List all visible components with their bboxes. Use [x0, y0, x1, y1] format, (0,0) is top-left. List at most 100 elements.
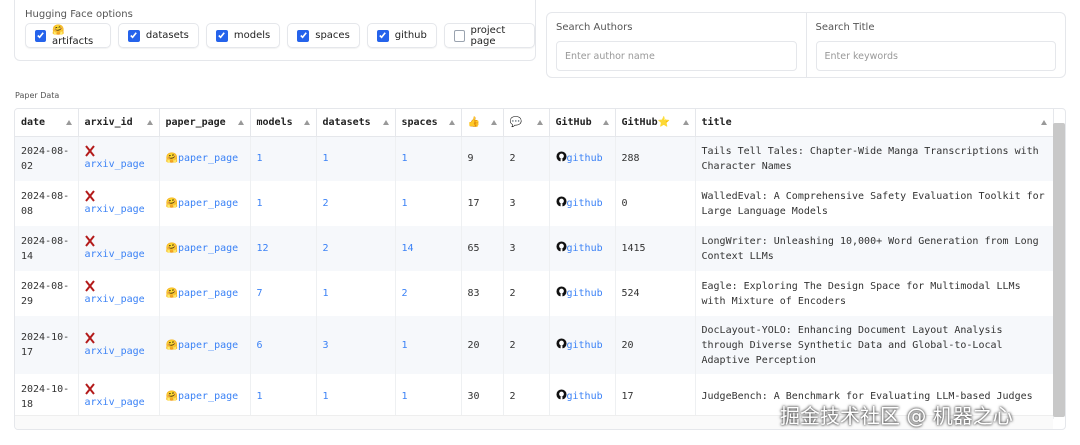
- cell-text: 20: [467, 339, 480, 351]
- sort-arrow[interactable]: [602, 120, 609, 125]
- cell-link[interactable]: 6: [256, 339, 263, 351]
- sort-arrow[interactable]: [65, 120, 72, 125]
- cell-link[interactable]: 1: [401, 153, 408, 165]
- h-scrollbar[interactable]: [15, 415, 1053, 429]
- sort-arrow[interactable]: [237, 120, 244, 125]
- table-cell: github: [549, 136, 616, 181]
- checkbox[interactable]: [215, 29, 228, 42]
- column-header[interactable]: GitHub: [549, 109, 616, 137]
- sort-arrow[interactable]: [146, 120, 153, 125]
- cell-link[interactable]: 🤗paper_page: [165, 243, 239, 254]
- sort-arrow[interactable]: [490, 120, 497, 125]
- cell-link[interactable]: 1: [322, 153, 329, 165]
- sort-arrow[interactable]: [682, 120, 689, 125]
- column-header[interactable]: date: [15, 109, 79, 137]
- cell-link[interactable]: arxiv_page: [84, 204, 145, 215]
- filter-option[interactable]: spaces: [287, 23, 360, 48]
- search-title: Search Title Enter keywords: [807, 13, 1066, 77]
- cell-link[interactable]: 1: [401, 391, 408, 402]
- column-header[interactable]: 👍: [461, 109, 504, 137]
- cell-link[interactable]: 14: [401, 243, 414, 254]
- table-row: 2024-08-14 arxiv_page 🤗paper_page 12 2 14 65 3 g…: [15, 226, 1054, 271]
- table-cell: WalledEval: A Comprehensive Safety Evalu…: [695, 181, 1054, 226]
- filter-option[interactable]: datasets: [117, 23, 199, 48]
- table-cell: 6: [250, 316, 317, 374]
- sort-arrow[interactable]: [1040, 120, 1047, 125]
- column-header[interactable]: spaces: [395, 109, 462, 137]
- cell-link[interactable]: 1: [401, 339, 408, 351]
- cell-link[interactable]: 1: [322, 288, 329, 299]
- column-header[interactable]: arxiv_id: [78, 109, 160, 137]
- table-cell: 🤗paper_page: [159, 374, 251, 419]
- cell-link[interactable]: arxiv_page: [84, 345, 145, 357]
- sort-arrow[interactable]: [303, 120, 310, 125]
- cell-link[interactable]: arxiv_page: [84, 249, 145, 260]
- cell-text: 2: [509, 391, 516, 402]
- header-text: 💬: [509, 116, 522, 128]
- sort-arrow[interactable]: [382, 120, 389, 125]
- table-cell: 3: [316, 316, 396, 374]
- cell-link[interactable]: arxiv_page: [84, 159, 145, 171]
- filter-option[interactable]: github: [366, 23, 437, 48]
- cell-text: Eagle: Exploring The Design Space for Mu…: [701, 280, 1021, 307]
- filter-option[interactable]: project page: [443, 23, 535, 48]
- cell-link[interactable]: 2: [322, 243, 329, 254]
- table-cell: github: [549, 271, 616, 316]
- cell-link[interactable]: github: [566, 288, 603, 299]
- cell-link[interactable]: github: [566, 153, 603, 165]
- scrollbar[interactable]: [1053, 123, 1065, 417]
- column-header[interactable]: 💬: [503, 109, 550, 137]
- cell-link[interactable]: github: [566, 198, 603, 209]
- cell-link[interactable]: 🤗paper_page: [165, 198, 239, 209]
- table-cell: JudgeBench: A Benchmark for Evaluating L…: [695, 374, 1054, 419]
- cell-link[interactable]: 1: [256, 198, 263, 209]
- cell-text: 2: [509, 339, 516, 351]
- checkbox[interactable]: [127, 29, 140, 42]
- cell-link[interactable]: arxiv_page: [84, 294, 145, 305]
- cell-link[interactable]: 🤗paper_page: [165, 288, 239, 299]
- filter-option[interactable]: 🤗 artifacts: [25, 23, 111, 48]
- header-text: models: [256, 116, 293, 128]
- column-header[interactable]: models: [250, 109, 317, 137]
- cell-link[interactable]: 1: [256, 153, 263, 165]
- cell-link[interactable]: 1: [401, 198, 408, 209]
- data-table: date arxiv_id paper_page models datasets spac…: [14, 108, 1066, 430]
- arxiv-icon: [84, 280, 153, 292]
- cell-link[interactable]: 3: [322, 339, 329, 351]
- cell-link[interactable]: 🤗paper_page: [165, 391, 239, 402]
- checkbox[interactable]: [453, 29, 465, 42]
- column-header[interactable]: datasets: [316, 109, 396, 137]
- sort-arrow[interactable]: [448, 120, 455, 125]
- cell-link[interactable]: github: [566, 391, 603, 402]
- cell-link[interactable]: 7: [256, 288, 263, 299]
- header-text: datasets: [322, 116, 371, 128]
- cell-link[interactable]: 12: [256, 243, 269, 254]
- checkbox[interactable]: [297, 29, 310, 42]
- cell-link[interactable]: 1: [256, 391, 263, 402]
- filter-option[interactable]: models: [205, 23, 281, 48]
- cell-link[interactable]: 🤗paper_page: [165, 339, 239, 351]
- github-icon: [555, 241, 567, 254]
- author-input[interactable]: Enter author name: [556, 41, 797, 71]
- table-cell: 7: [250, 271, 317, 316]
- cell-link[interactable]: 2: [401, 288, 408, 299]
- sort-arrow[interactable]: [536, 120, 543, 125]
- header-text: GitHub⭐: [621, 116, 671, 128]
- checkbox[interactable]: [35, 29, 46, 42]
- arxiv-icon: [84, 145, 153, 157]
- table-cell: 3: [503, 226, 550, 271]
- cell-link[interactable]: github: [566, 243, 603, 254]
- title-input[interactable]: Enter keywords: [815, 41, 1056, 71]
- cell-link[interactable]: 🤗paper_page: [165, 153, 239, 165]
- cell-link[interactable]: arxiv_page: [84, 397, 145, 408]
- column-header[interactable]: GitHub⭐: [615, 109, 696, 137]
- option-label: 🤗 artifacts: [52, 24, 94, 47]
- table-cell: 1: [395, 316, 462, 374]
- cell-link[interactable]: github: [566, 339, 603, 351]
- column-header[interactable]: title: [695, 109, 1054, 137]
- cell-link[interactable]: 2: [322, 198, 329, 209]
- cell-link[interactable]: 1: [322, 391, 329, 402]
- column-header[interactable]: paper_page: [159, 109, 251, 137]
- checkbox[interactable]: [376, 29, 389, 42]
